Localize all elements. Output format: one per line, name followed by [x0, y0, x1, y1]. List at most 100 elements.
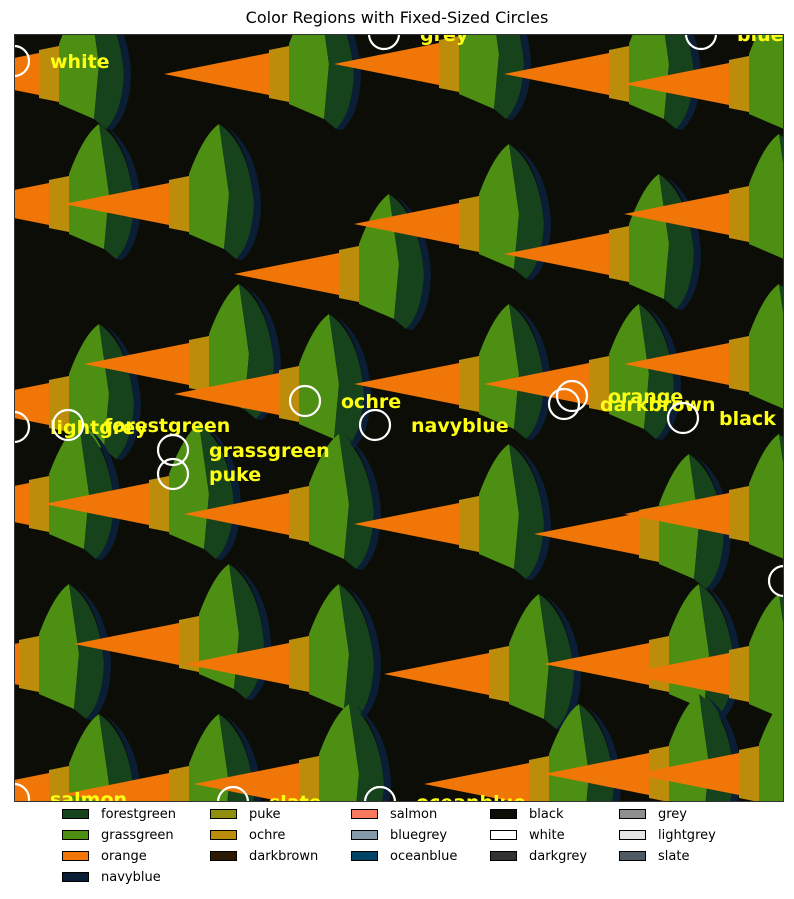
legend-swatch [490, 809, 517, 819]
legend-swatch [619, 830, 646, 840]
region-patch [64, 772, 174, 802]
legend-label: salmon [390, 806, 438, 822]
region-patch [339, 246, 359, 302]
region-patch [289, 486, 309, 542]
legend-swatch [210, 830, 237, 840]
legend-item-navyblue: navyblue [62, 867, 161, 887]
region-patch [339, 434, 374, 569]
marker-label-grassgreen: grassgreen [209, 440, 330, 462]
region-patch [749, 434, 784, 559]
legend-item-orange: orange [62, 846, 147, 866]
marker-circle-bluegrey [684, 34, 718, 51]
legend-label: bluegrey [390, 827, 448, 843]
region-patch [624, 342, 734, 386]
legend-label: darkgrey [529, 848, 588, 864]
region-shape [174, 314, 371, 450]
region-patch [49, 766, 69, 802]
region-patch [749, 594, 784, 719]
region-patch [289, 34, 329, 119]
region-patch [339, 584, 374, 719]
legend-label: darkbrown [249, 848, 319, 864]
region-patch [489, 646, 509, 702]
region-patch [336, 34, 361, 130]
region-patch [299, 756, 319, 802]
marker-label-salmon: salmon [50, 789, 127, 802]
region-patch [346, 436, 381, 570]
region-patch [209, 284, 249, 409]
region-patch [729, 336, 749, 392]
region-patch [14, 52, 44, 96]
region-patch [516, 446, 551, 580]
region-patch [194, 762, 304, 802]
region-patch [279, 366, 299, 422]
color-region-shapes [14, 34, 784, 802]
region-patch [634, 752, 744, 796]
marker-label-puke: puke [209, 464, 261, 486]
legend-label: grey [658, 806, 688, 822]
region-patch [354, 502, 464, 546]
region-shape [334, 34, 531, 120]
marker-label-bluegrey: bluegrey [737, 34, 784, 46]
legend-item-grey: grey [619, 804, 687, 824]
region-shape [504, 34, 701, 130]
legend-item-white: white [490, 825, 565, 845]
region-patch [729, 486, 749, 542]
region-patch [79, 424, 114, 559]
region-patch [99, 124, 134, 259]
region-patch [516, 306, 551, 440]
region-patch [319, 704, 359, 802]
marker-circle-forestgreen [51, 408, 85, 442]
marker-circle-slate [216, 785, 250, 802]
region-patch [749, 34, 784, 129]
marker-circle-orange [555, 379, 589, 413]
region-patch [49, 424, 89, 549]
region-shape [14, 34, 131, 130]
region-patch [459, 356, 479, 412]
region-patch [509, 144, 544, 279]
region-patch [639, 304, 674, 439]
region-shape [624, 594, 784, 719]
region-patch [189, 336, 209, 392]
region-shape [624, 34, 784, 129]
legend-label: forestgreen [101, 806, 177, 822]
marker-circle-ochre [288, 384, 322, 418]
region-patch [544, 752, 654, 796]
marker-label-forestgreen: forestgreen [104, 415, 230, 437]
region-patch [324, 34, 354, 129]
region-patch [169, 766, 189, 802]
region-shape [14, 424, 121, 560]
marker-circle-oceanblue [363, 785, 397, 802]
region-patch [729, 186, 749, 242]
region-patch [29, 476, 49, 532]
region-shape [184, 584, 381, 720]
region-patch [309, 584, 349, 709]
region-patch [729, 56, 749, 112]
region-patch [479, 144, 519, 269]
region-patch [356, 706, 391, 802]
region-patch [624, 62, 734, 106]
region-patch [106, 326, 141, 460]
region-patch [349, 704, 384, 802]
region-patch [149, 476, 169, 532]
marker-circle-darkbrown [547, 387, 581, 421]
region-patch [206, 426, 241, 560]
legend-label: ochre [249, 827, 286, 843]
region-shape [354, 304, 551, 440]
legend-swatch [62, 851, 89, 861]
region-patch [729, 646, 749, 702]
marker-circle-navyblue [358, 408, 392, 442]
chart-title: Color Regions with Fixed-Sized Circles [245, 8, 549, 27]
legend-swatch [62, 830, 89, 840]
region-patch [76, 586, 111, 720]
region-patch [269, 46, 289, 102]
legend-item-grassgreen: grassgreen [62, 825, 174, 845]
legend-swatch [619, 851, 646, 861]
region-patch [169, 424, 209, 549]
region-patch [629, 34, 669, 119]
region-shape [44, 424, 241, 560]
legend-item-oceanblue: oceanblue [351, 846, 457, 866]
region-patch [199, 424, 234, 559]
marker-label-grey: grey [420, 34, 469, 46]
region-patch [69, 324, 109, 449]
region-shape [624, 434, 784, 559]
